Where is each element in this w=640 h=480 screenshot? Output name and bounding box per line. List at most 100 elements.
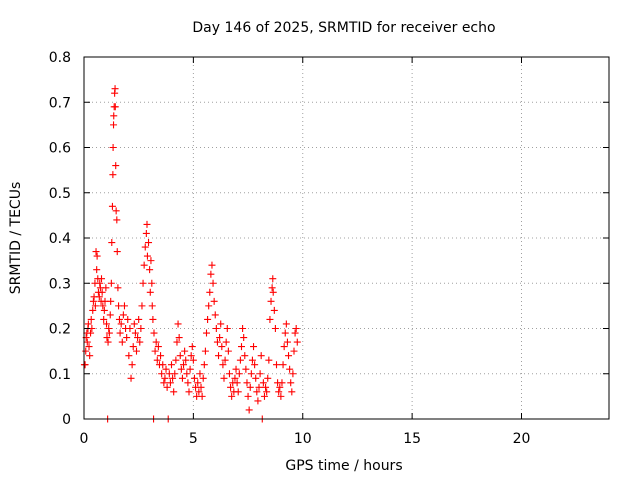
data-point-marker bbox=[158, 370, 166, 378]
data-point-marker bbox=[142, 229, 150, 237]
data-point-marker bbox=[266, 315, 274, 323]
data-point-marker bbox=[102, 284, 110, 292]
data-point-marker bbox=[148, 279, 156, 287]
data-point-marker bbox=[86, 352, 94, 360]
data-point-marker bbox=[242, 365, 250, 373]
data-point-marker bbox=[149, 315, 157, 323]
data-point-marker bbox=[205, 302, 213, 310]
data-point-marker bbox=[278, 379, 286, 387]
data-point-marker bbox=[91, 302, 99, 310]
data-point-marker bbox=[195, 388, 203, 396]
data-point-marker bbox=[110, 112, 118, 120]
data-point-marker bbox=[241, 352, 249, 360]
data-point-marker bbox=[196, 370, 204, 378]
y-tick-label: 0.5 bbox=[49, 186, 71, 202]
y-tick-labels: 0 0.1 0.2 0.3 0.4 0.5 0.6 0.7 0.8 bbox=[49, 50, 71, 428]
data-point-marker bbox=[227, 383, 235, 391]
data-point-marker bbox=[177, 365, 185, 373]
y-tick-label: 0.6 bbox=[49, 141, 71, 157]
data-point-marker bbox=[166, 379, 174, 387]
data-point-marker bbox=[236, 356, 244, 364]
data-point-marker bbox=[99, 302, 107, 310]
data-point-marker bbox=[269, 275, 277, 283]
data-point-marker bbox=[289, 370, 297, 378]
data-point-marker bbox=[152, 338, 160, 346]
data-point-marker bbox=[130, 320, 138, 328]
data-point-marker bbox=[118, 338, 126, 346]
data-point-marker bbox=[200, 361, 208, 369]
data-point-marker bbox=[273, 361, 280, 369]
data-point-marker bbox=[138, 302, 146, 310]
x-tick-labels: 0 5 10 15 20 bbox=[80, 431, 531, 447]
data-point-marker bbox=[128, 361, 136, 369]
data-point-marker bbox=[220, 374, 228, 382]
data-point-marker bbox=[221, 356, 229, 364]
data-point-marker bbox=[208, 261, 216, 269]
data-point-marker bbox=[206, 288, 214, 296]
x-tick-label: 20 bbox=[513, 431, 531, 447]
data-point-marker bbox=[279, 361, 287, 369]
data-point-marker bbox=[181, 347, 189, 355]
data-point-marker bbox=[232, 365, 240, 373]
data-point-marker bbox=[268, 284, 276, 292]
grid-lines bbox=[84, 57, 609, 419]
data-point-marker bbox=[210, 297, 218, 305]
data-point-marker bbox=[87, 329, 95, 337]
data-point-marker bbox=[123, 334, 131, 342]
data-point-marker bbox=[223, 325, 231, 332]
data-point-marker bbox=[106, 311, 114, 319]
data-point-marker bbox=[194, 379, 202, 387]
data-point-marker bbox=[171, 370, 179, 378]
data-point-marker bbox=[172, 356, 180, 364]
data-point-marker bbox=[127, 374, 135, 382]
data-point-marker bbox=[234, 388, 242, 396]
data-point-marker bbox=[151, 347, 159, 355]
data-point-marker bbox=[126, 325, 134, 332]
data-point-marker bbox=[182, 356, 190, 364]
data-point-marker bbox=[143, 252, 151, 260]
data-point-marker bbox=[143, 220, 151, 228]
data-point-marker bbox=[89, 306, 97, 314]
data-point-marker bbox=[95, 293, 103, 301]
data-point-marker bbox=[197, 383, 205, 391]
data-point-marker bbox=[111, 103, 119, 111]
data-point-marker bbox=[269, 288, 277, 296]
data-point-marker bbox=[235, 370, 243, 378]
data-point-marker bbox=[87, 315, 95, 323]
data-point-marker bbox=[82, 347, 90, 355]
data-points bbox=[80, 85, 301, 423]
data-point-marker bbox=[105, 325, 113, 332]
data-point-marker bbox=[136, 338, 144, 346]
data-point-marker bbox=[108, 239, 116, 247]
data-point-marker bbox=[245, 406, 253, 414]
data-point-marker bbox=[141, 243, 149, 251]
data-point-marker bbox=[252, 374, 260, 382]
data-point-marker bbox=[117, 320, 125, 328]
data-point-marker bbox=[186, 365, 194, 373]
data-point-marker bbox=[107, 297, 115, 305]
data-point-marker bbox=[250, 343, 258, 351]
data-point-marker bbox=[112, 162, 120, 170]
x-tick-label: 0 bbox=[80, 431, 89, 447]
data-point-marker bbox=[264, 374, 272, 382]
data-point-marker bbox=[131, 329, 139, 337]
data-point-marker bbox=[148, 302, 156, 310]
x-tick-label: 15 bbox=[403, 431, 421, 447]
y-tick-label: 0.8 bbox=[49, 50, 71, 66]
data-point-marker bbox=[113, 248, 121, 256]
data-point-marker bbox=[103, 320, 111, 328]
data-point-marker bbox=[293, 338, 301, 346]
data-point-marker bbox=[134, 334, 142, 342]
data-point-marker bbox=[107, 279, 115, 287]
data-point-marker bbox=[265, 356, 273, 364]
data-point-marker bbox=[98, 288, 106, 296]
data-point-marker bbox=[183, 370, 191, 378]
data-point-marker bbox=[255, 383, 263, 391]
data-point-marker bbox=[98, 275, 105, 283]
data-point-marker bbox=[190, 374, 198, 382]
data-point-marker bbox=[159, 361, 167, 369]
data-point-marker bbox=[207, 270, 215, 278]
data-point-marker bbox=[120, 302, 128, 310]
data-point-marker bbox=[204, 315, 212, 323]
data-point-marker bbox=[238, 343, 245, 351]
